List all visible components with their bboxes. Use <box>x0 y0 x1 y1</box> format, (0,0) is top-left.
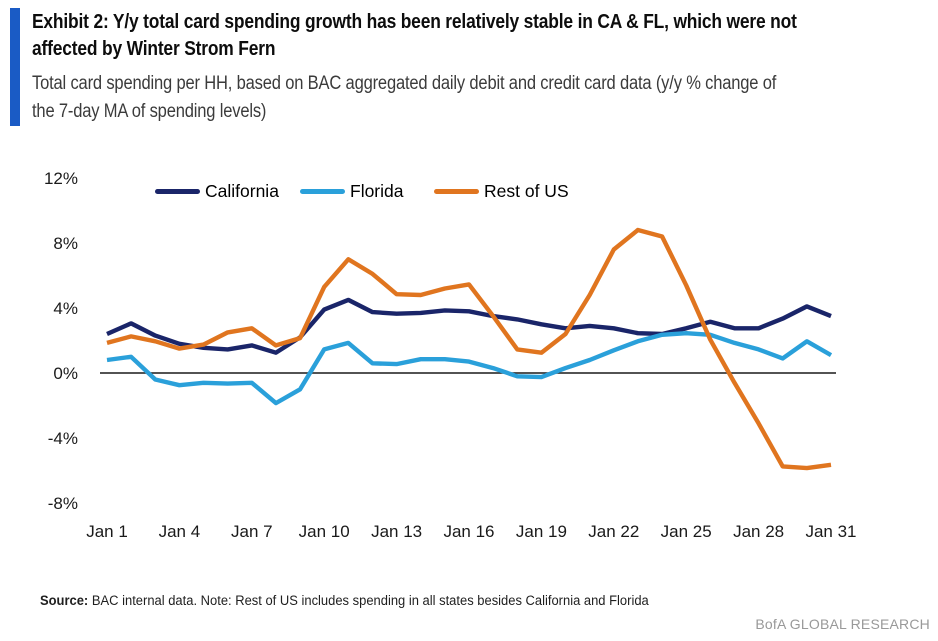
source-label: Source: <box>40 593 89 608</box>
y-tick-label: 4% <box>53 299 78 318</box>
series-line-florida <box>106 331 833 406</box>
header: Exhibit 2: Y/y total card spending growt… <box>32 9 937 126</box>
x-tick-label: Jan 7 <box>231 522 273 541</box>
exhibit-subtitle-line-2: the 7-day MA of spending levels) <box>32 101 267 122</box>
source-text: BAC internal data. Note: Rest of US incl… <box>91 593 649 608</box>
legend-item-rest-of-us: Rest of US <box>434 181 569 201</box>
y-tick-label: 12% <box>44 169 78 188</box>
x-tick-label: Jan 19 <box>516 522 567 541</box>
y-tick-label: -8% <box>48 494 78 513</box>
series-line-california <box>106 297 832 355</box>
legend-label: California <box>205 180 279 201</box>
series-line-rest-of-us <box>106 227 832 471</box>
y-tick-label: 0% <box>53 364 78 383</box>
x-tick-label: Jan 10 <box>299 522 350 541</box>
title-accent-bar <box>10 8 20 126</box>
legend-item-florida: Florida <box>300 181 404 201</box>
legend-swatch <box>300 188 345 194</box>
x-tick-label: Jan 1 <box>86 522 128 541</box>
x-tick-label: Jan 13 <box>371 522 422 541</box>
legend-item-california: California <box>155 181 279 201</box>
x-tick-label: Jan 25 <box>661 522 712 541</box>
exhibit-subtitle-line-1: Total card spending per HH, based on BAC… <box>32 73 777 94</box>
y-tick-label: 8% <box>53 234 78 253</box>
legend-label: Florida <box>350 180 404 201</box>
x-tick-label: Jan 31 <box>805 522 856 541</box>
exhibit-title-line-2: affected by Winter Strom Fern <box>32 38 276 60</box>
x-tick-label: Jan 22 <box>588 522 639 541</box>
x-tick-label: Jan 28 <box>733 522 784 541</box>
legend-label: Rest of US <box>484 180 569 201</box>
brand-text: BofA GLOBAL RESEARCH <box>755 616 930 632</box>
y-tick-label: -4% <box>48 429 78 448</box>
exhibit-title-line-1: Exhibit 2: Y/y total card spending growt… <box>32 11 797 33</box>
source-note: Source: BAC internal data. Note: Rest of… <box>40 593 649 608</box>
legend-swatch <box>434 188 479 194</box>
exhibit-subtitle: Total card spending per HH, based on BAC… <box>32 70 937 126</box>
chart-legend: California Florida Rest of US <box>0 181 938 203</box>
x-tick-label: Jan 16 <box>443 522 494 541</box>
x-tick-label: Jan 4 <box>159 522 201 541</box>
legend-swatch <box>155 188 200 194</box>
